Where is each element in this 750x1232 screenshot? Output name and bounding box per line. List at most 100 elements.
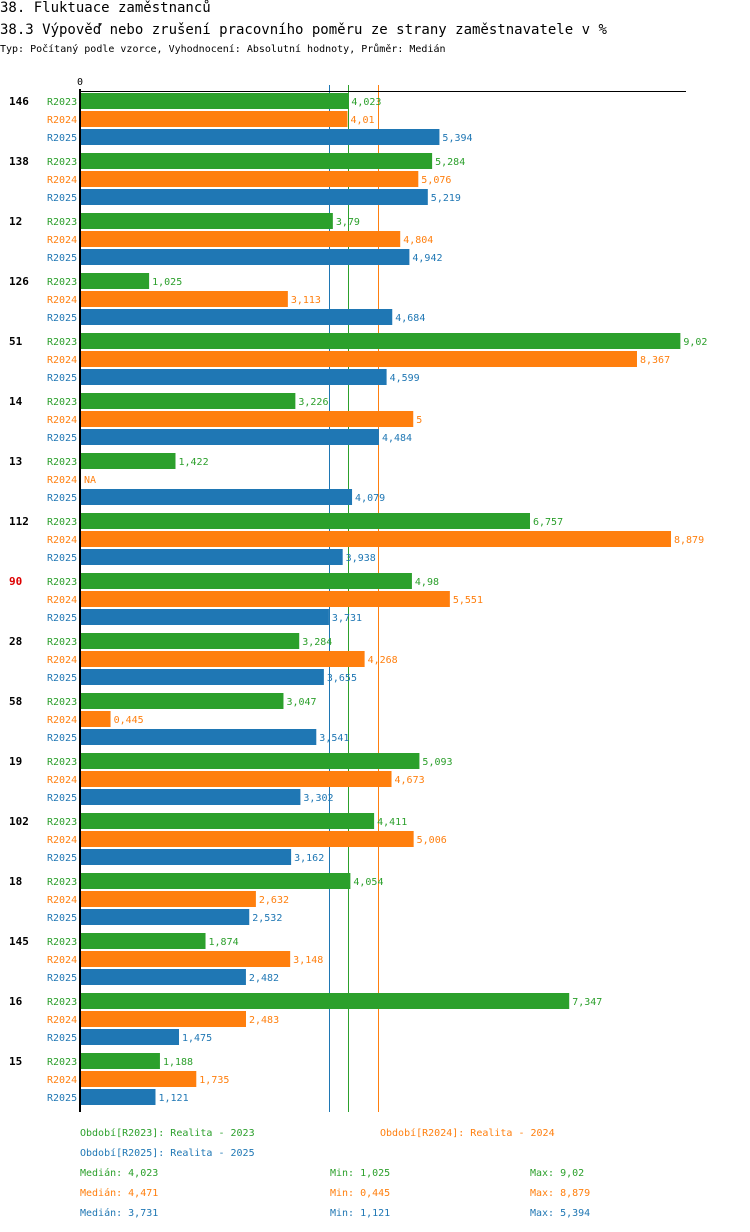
series-label: R2024 bbox=[47, 295, 77, 306]
value-label: 3,148 bbox=[293, 955, 323, 966]
value-label: 4,804 bbox=[403, 235, 433, 246]
value-label: 1,475 bbox=[182, 1033, 212, 1044]
series-label: R2023 bbox=[47, 457, 77, 468]
value-label: 7,347 bbox=[572, 997, 602, 1008]
category-label: 102 bbox=[9, 815, 29, 828]
value-label: 4,01 bbox=[350, 115, 374, 126]
stat-median-r2023: Medián: 4,023 bbox=[80, 1168, 159, 1179]
bar-r2025-13 bbox=[81, 489, 353, 505]
value-label: 4,023 bbox=[351, 97, 381, 108]
series-label: R2025 bbox=[47, 1093, 77, 1104]
bar-r2023-112 bbox=[81, 513, 531, 529]
value-label: 0,445 bbox=[114, 715, 144, 726]
value-label: 5,006 bbox=[417, 835, 447, 846]
bar-r2024-102 bbox=[81, 831, 414, 847]
bar-r2025-14 bbox=[81, 429, 379, 445]
legend-entry-r2025: Období[R2025]: Realita - 2025 bbox=[80, 1148, 255, 1159]
legend-entry-r2023: Období[R2023]: Realita - 2023 bbox=[80, 1128, 255, 1139]
bar-r2024-12 bbox=[81, 231, 401, 247]
stat-median-r2025: Medián: 3,731 bbox=[80, 1208, 159, 1219]
series-label: R2023 bbox=[47, 817, 77, 828]
category-label: 15 bbox=[9, 1055, 22, 1068]
value-label: 3,162 bbox=[294, 853, 324, 864]
series-label: R2025 bbox=[47, 913, 77, 924]
series-label: R2023 bbox=[47, 157, 77, 168]
category-label: 126 bbox=[9, 275, 29, 288]
value-label: 4,98 bbox=[415, 577, 439, 588]
value-label: 2,483 bbox=[249, 1015, 279, 1026]
value-label: 3,541 bbox=[319, 733, 349, 744]
series-label: R2025 bbox=[47, 493, 77, 504]
value-label: 5,284 bbox=[435, 157, 465, 168]
series-label: R2024 bbox=[47, 115, 77, 126]
series-label: R2025 bbox=[47, 1033, 77, 1044]
bar-r2025-58 bbox=[81, 729, 317, 745]
series-label: R2025 bbox=[47, 793, 77, 804]
stat-max-r2025: Max: 5,394 bbox=[530, 1208, 591, 1219]
series-label: R2024 bbox=[47, 1015, 77, 1026]
value-label: 1,188 bbox=[163, 1057, 193, 1068]
bar-r2024-138 bbox=[81, 171, 419, 187]
value-label: 3,226 bbox=[298, 397, 328, 408]
bar-r2024-58 bbox=[81, 711, 111, 727]
series-label: R2024 bbox=[47, 955, 77, 966]
stat-median-r2024: Medián: 4,471 bbox=[80, 1188, 159, 1199]
category-label: 138 bbox=[9, 155, 29, 168]
value-label: 4,484 bbox=[382, 433, 412, 444]
value-label: 4,942 bbox=[412, 253, 442, 264]
bar-r2024-146 bbox=[81, 111, 348, 127]
series-label: R2025 bbox=[47, 673, 77, 684]
series-label: R2023 bbox=[47, 577, 77, 588]
value-label: 3,047 bbox=[286, 697, 316, 708]
bars: 146 R2023 4,023 R2024 4,01 R2025 5,394 138 R2023… bbox=[9, 93, 707, 1105]
series-label: R2024 bbox=[47, 655, 77, 666]
series-label: R2023 bbox=[47, 697, 77, 708]
value-label: NA bbox=[84, 475, 96, 486]
legend-entry-r2024: Období[R2024]: Realita - 2024 bbox=[380, 1128, 555, 1139]
value-label: 3,655 bbox=[327, 673, 357, 684]
bar-r2023-102 bbox=[81, 813, 375, 829]
value-label: 6,757 bbox=[533, 517, 563, 528]
value-label: 4,268 bbox=[368, 655, 398, 666]
series-label: R2023 bbox=[47, 637, 77, 648]
bar-r2024-18 bbox=[81, 891, 256, 907]
value-label: 3,302 bbox=[303, 793, 333, 804]
bar-r2025-19 bbox=[81, 789, 301, 805]
series-label: R2023 bbox=[47, 997, 77, 1008]
section-title: 38. Fluktuace zaměstnanců bbox=[0, 0, 211, 16]
category-label: 14 bbox=[9, 395, 23, 408]
bar-r2025-18 bbox=[81, 909, 250, 925]
value-label: 2,532 bbox=[252, 913, 282, 924]
series-label: R2023 bbox=[47, 1057, 77, 1068]
bar-r2024-15 bbox=[81, 1071, 197, 1087]
series-label: R2024 bbox=[47, 595, 77, 606]
bar-r2025-102 bbox=[81, 849, 292, 865]
stat-max-r2024: Max: 8,879 bbox=[530, 1188, 591, 1199]
series-label: R2025 bbox=[47, 253, 77, 264]
value-label: 4,054 bbox=[353, 877, 383, 888]
series-label: R2023 bbox=[47, 937, 77, 948]
bar-r2024-19 bbox=[81, 771, 392, 787]
series-label: R2025 bbox=[47, 553, 77, 564]
value-label: 5,076 bbox=[421, 175, 451, 186]
value-label: 5,394 bbox=[442, 133, 472, 144]
category-label: 145 bbox=[9, 935, 29, 948]
value-label: 4,079 bbox=[355, 493, 385, 504]
series-label: R2025 bbox=[47, 733, 77, 744]
series-label: R2023 bbox=[47, 277, 77, 288]
bar-r2023-58 bbox=[81, 693, 284, 709]
chart-title: 38.3 Výpověď nebo zrušení pracovního pom… bbox=[0, 22, 607, 38]
series-label: R2023 bbox=[47, 337, 77, 348]
bar-r2023-145 bbox=[81, 933, 206, 949]
series-label: R2023 bbox=[47, 97, 77, 108]
series-label: R2025 bbox=[47, 313, 77, 324]
value-label: 9,02 bbox=[683, 337, 707, 348]
category-label: 146 bbox=[9, 95, 29, 108]
value-label: 1,874 bbox=[209, 937, 239, 948]
category-label: 58 bbox=[9, 695, 22, 708]
series-label: R2025 bbox=[47, 133, 77, 144]
bar-r2024-90 bbox=[81, 591, 450, 607]
value-label: 8,367 bbox=[640, 355, 670, 366]
series-label: R2024 bbox=[47, 1075, 77, 1086]
